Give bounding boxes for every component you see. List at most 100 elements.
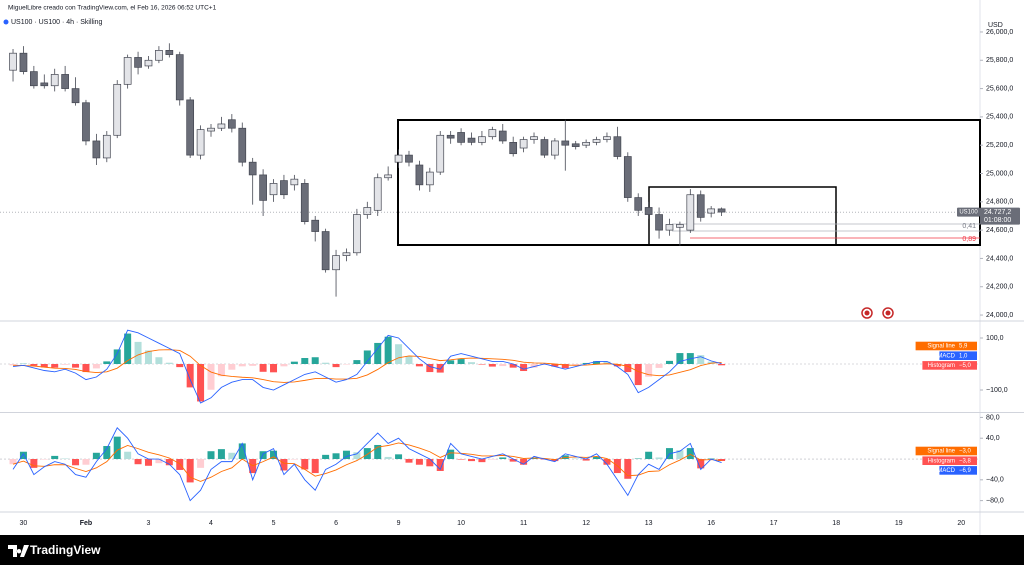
histogram-bar xyxy=(415,459,423,465)
x-tick-label: 16 xyxy=(707,520,715,527)
y-tick-label: 100,0 xyxy=(986,335,1004,342)
histogram-bar xyxy=(457,459,465,460)
candle-body xyxy=(113,83,122,136)
candle-body xyxy=(373,177,382,211)
histogram-bar xyxy=(19,451,27,460)
histogram-bar xyxy=(322,362,330,364)
legend-name: MACD xyxy=(937,468,955,474)
legend-value: −6,9 xyxy=(959,468,972,474)
histogram-bar xyxy=(415,363,423,367)
histogram-bar xyxy=(207,451,215,460)
y-tick-label: 25,400,0 xyxy=(986,114,1013,121)
y-tick-label: 80,0 xyxy=(986,414,1000,421)
candle-body xyxy=(353,214,361,254)
histogram-bar xyxy=(113,349,121,364)
histogram-bar xyxy=(217,449,225,460)
histogram-bar xyxy=(665,360,673,364)
legend-value-box xyxy=(957,351,977,360)
histogram-bar xyxy=(165,362,173,364)
histogram-bar xyxy=(405,356,413,364)
legend-value-box xyxy=(957,456,977,465)
histogram-bar xyxy=(238,443,246,460)
histogram-bar xyxy=(363,448,371,460)
chart-title: MiguelLibre creado con TradingView.com, … xyxy=(8,5,217,12)
event-flags xyxy=(861,307,894,319)
candle-body xyxy=(405,154,413,163)
x-tick-label: 12 xyxy=(582,520,590,527)
candle-body xyxy=(50,74,59,87)
currency-label: USD xyxy=(988,22,1003,29)
candle-body xyxy=(40,82,49,87)
y-tick-label: 25,200,0 xyxy=(986,142,1013,149)
y-tick-label: 24,200,0 xyxy=(986,284,1013,291)
us-flag-core xyxy=(885,310,891,316)
histogram-bar xyxy=(124,451,132,460)
candle-body xyxy=(300,183,309,222)
histogram-bar xyxy=(176,363,184,368)
candle-body xyxy=(530,136,538,140)
candle-body xyxy=(321,231,330,271)
candle-body xyxy=(342,252,351,256)
histogram-bar xyxy=(144,350,152,364)
y-tick-label: 25,000,0 xyxy=(986,170,1013,177)
candle-body xyxy=(561,140,570,146)
indicator-line xyxy=(12,329,722,404)
histogram-bar xyxy=(92,452,100,460)
histogram-bar xyxy=(311,459,319,474)
candle-body xyxy=(280,180,288,196)
histogram-bar xyxy=(603,459,611,465)
histogram-bar xyxy=(113,436,121,460)
histogram-bar xyxy=(478,363,486,365)
histogram-bar xyxy=(645,363,653,377)
histogram-bar xyxy=(103,446,111,460)
histogram-bar xyxy=(718,459,726,461)
histogram-bar xyxy=(301,459,309,470)
indicator-line xyxy=(12,427,722,502)
candle-body xyxy=(613,136,622,157)
histogram-bar xyxy=(238,363,246,367)
symbol-tag-box xyxy=(957,207,980,217)
histogram-bar xyxy=(530,363,538,368)
y-tick-label: −100,0 xyxy=(986,387,1008,394)
legend-name-box xyxy=(922,361,957,370)
histogram-bar xyxy=(51,363,59,368)
histogram-bar xyxy=(9,459,17,465)
histogram-bar xyxy=(468,362,476,364)
us-flag-core xyxy=(864,310,870,316)
candle-body xyxy=(311,219,320,232)
histogram-bar xyxy=(228,363,236,370)
candle-body xyxy=(696,194,705,218)
legend-name-box xyxy=(915,446,957,456)
histogram-bar xyxy=(457,359,465,364)
brand-name: TradingView xyxy=(30,543,101,557)
histogram-bar xyxy=(82,363,90,373)
legend-name: Signal line xyxy=(927,344,955,350)
histogram-bar xyxy=(718,363,726,366)
histogram-bar xyxy=(301,358,309,364)
legend-value: −3,0 xyxy=(959,449,972,455)
candle-body xyxy=(259,174,267,201)
histogram-bar xyxy=(655,457,663,460)
histogram-bar xyxy=(374,444,382,460)
histogram-bar xyxy=(447,449,455,460)
histogram-bar xyxy=(40,363,48,368)
x-tick-label: 20 xyxy=(957,520,965,527)
histogram-bar xyxy=(259,451,267,460)
histogram-bar xyxy=(374,342,382,364)
histogram-bar xyxy=(499,363,507,367)
histogram-bar xyxy=(572,363,580,366)
histogram-bar xyxy=(551,363,559,367)
candle-body xyxy=(551,140,559,156)
candle-body xyxy=(207,127,215,132)
candle-body xyxy=(478,136,486,143)
candle-body xyxy=(436,134,445,173)
histogram-bar xyxy=(217,363,225,377)
symbol-icon xyxy=(3,19,9,25)
histogram-bar xyxy=(509,459,517,462)
histogram-bar xyxy=(290,459,298,460)
candle-body xyxy=(238,127,247,163)
histogram-bar xyxy=(51,455,59,460)
histogram-bar xyxy=(353,360,361,364)
histogram-bar xyxy=(478,459,486,463)
